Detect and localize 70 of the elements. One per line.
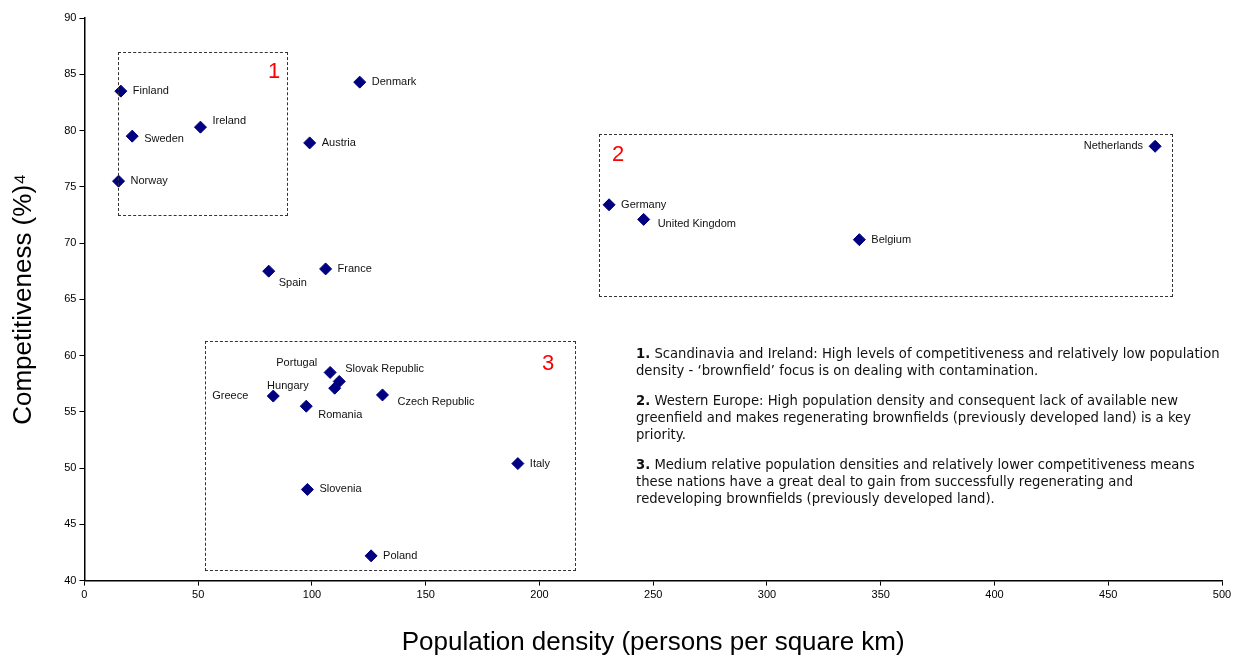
point (262, 264, 276, 278)
annotation: Slovak Republic (345, 362, 425, 375)
x-tick-label: 0 (81, 588, 88, 601)
point (303, 136, 317, 150)
point (637, 212, 651, 226)
annotation: 1. Scandinavia and Ireland: High levels of competitiveness and relatively low population density - ‘brownfield’ focus is on dealing with contamination. (636, 345, 1221, 379)
annotation: Czech Republic (397, 394, 476, 407)
y-tick-label: 80 (64, 123, 77, 136)
point (353, 75, 367, 89)
point (328, 381, 342, 395)
annotation: 1 (268, 58, 281, 84)
y-tick-label: 50 (64, 461, 77, 474)
y-tick-label: 85 (64, 67, 77, 80)
annotation: 3 (542, 350, 555, 376)
annotation: Spain (278, 276, 307, 289)
annotation: Greece (212, 389, 249, 402)
y-tick-label: 40 (64, 573, 77, 586)
annotation: Netherlands (1083, 139, 1144, 152)
annotation: Hungary (267, 379, 310, 392)
point (299, 399, 313, 413)
annotation: Italy (529, 456, 551, 469)
y-tick-label: 75 (64, 179, 77, 192)
annotation: 2 (612, 141, 625, 167)
annotation: Belgium (871, 232, 912, 245)
annotation: Poland (383, 548, 418, 561)
y-tick-label: 60 (64, 348, 77, 361)
annotation: Slovenia (319, 482, 363, 495)
annotation: France (337, 261, 372, 274)
x-tick-label: 500 (1212, 588, 1232, 601)
point (852, 233, 866, 247)
point (323, 365, 337, 379)
point (319, 262, 333, 276)
y-tick-label: 55 (64, 404, 77, 417)
annotation: Portugal (276, 356, 318, 369)
annotation: United Kingdom (657, 217, 736, 230)
point (114, 84, 128, 98)
x-tick-label: 50 (192, 588, 205, 601)
annotation: Germany (621, 197, 667, 210)
point (1148, 139, 1162, 153)
point (193, 120, 207, 134)
annotation: Ireland (212, 114, 247, 127)
y-tick-label: 90 (64, 11, 77, 24)
y-tick-label: 45 (64, 517, 77, 530)
point (300, 482, 314, 496)
x-tick-label: 450 (1099, 588, 1118, 601)
annotation: 3. Medium relative population densities and relatively lower competitiveness means these nations have a great deal to gain from successfully regenerating and redeveloping brownfields (previously developed land). (636, 456, 1196, 507)
annotation: Romania (318, 408, 364, 421)
x-tick-label: 150 (416, 588, 435, 601)
point (375, 388, 389, 402)
annotation: Denmark (371, 75, 417, 88)
point (125, 129, 139, 143)
y-axis-title: Competitiveness (%)⁴ (6, 173, 37, 425)
point (112, 174, 126, 188)
x-tick-label: 200 (530, 588, 549, 601)
annotation: Finland (132, 84, 169, 97)
x-tick-label: 300 (757, 588, 777, 601)
x-tick-label: 100 (302, 588, 322, 601)
x-axis-title: Population density (persons per square km) (401, 625, 905, 656)
point (364, 549, 378, 563)
x-tick-label: 250 (644, 588, 663, 601)
y-tick-label: 70 (64, 236, 77, 249)
x-tick-label: 350 (871, 588, 890, 601)
annotation: 2. Western Europe: High population density and consequent lack of available new greenfield and makes regenerating brownfields (previously developed land) is a key priority. (636, 392, 1192, 443)
point (511, 457, 525, 471)
x-tick-label: 400 (985, 588, 1004, 601)
annotation: Austria (321, 135, 357, 148)
y-tick-label: 65 (64, 292, 77, 305)
point (602, 198, 616, 212)
annotation: Sweden (144, 132, 184, 145)
annotation: Norway (130, 174, 169, 187)
